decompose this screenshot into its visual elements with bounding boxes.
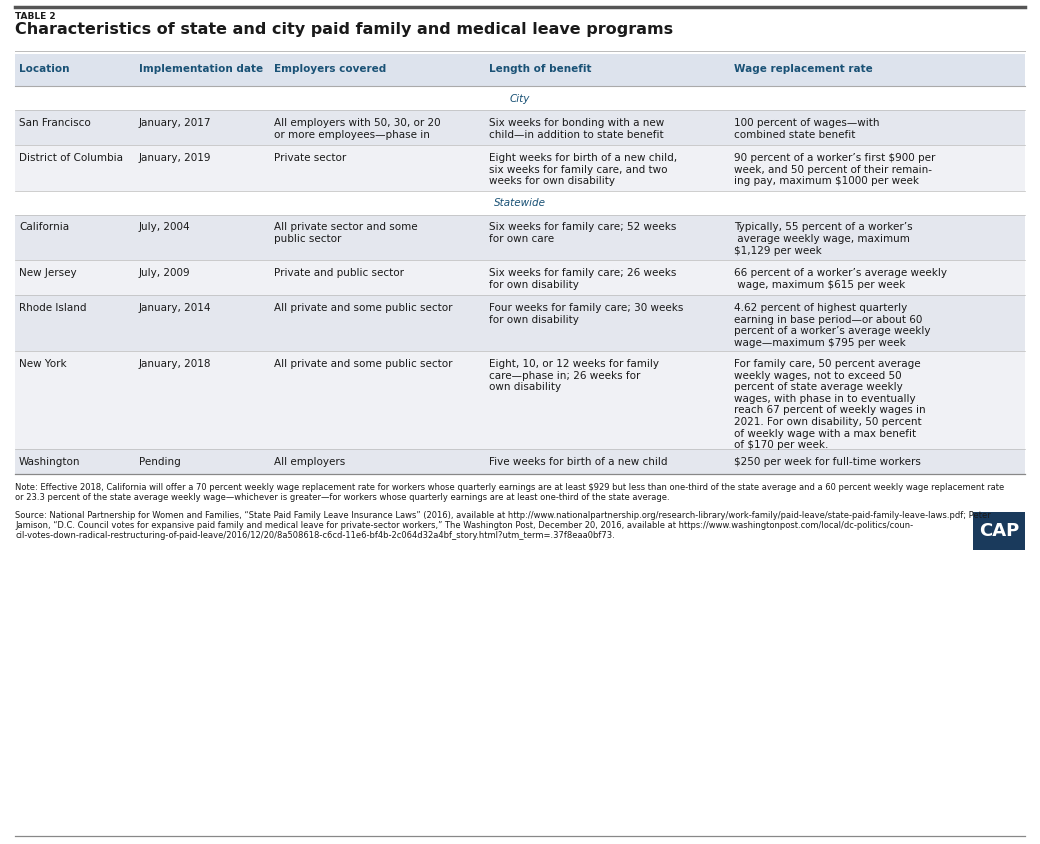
Text: All employers with 50, 30, or 20
or more employees—phase in: All employers with 50, 30, or 20 or more… <box>274 118 441 139</box>
Text: New Jersey: New Jersey <box>19 268 77 278</box>
Text: Eight weeks for birth of a new child,
six weeks for family care, and two
weeks f: Eight weeks for birth of a new child, si… <box>489 153 677 186</box>
Text: July, 2004: July, 2004 <box>139 222 190 232</box>
Text: San Francisco: San Francisco <box>19 118 90 127</box>
Text: Washington: Washington <box>19 457 80 467</box>
Text: 100 percent of wages—with
combined state benefit: 100 percent of wages—with combined state… <box>734 118 880 139</box>
Text: City: City <box>510 94 530 104</box>
Bar <box>15 352 1025 450</box>
Text: Six weeks for family care; 52 weeks
for own care: Six weeks for family care; 52 weeks for … <box>489 222 676 244</box>
Text: All private and some public sector: All private and some public sector <box>274 359 452 369</box>
Text: Note: Effective 2018, California will offer a 70 percent weekly wage replacement: Note: Effective 2018, California will of… <box>15 482 1005 501</box>
Text: $250 per week for full-time workers: $250 per week for full-time workers <box>734 457 920 467</box>
Text: All employers: All employers <box>274 457 345 467</box>
Text: TABLE 2: TABLE 2 <box>15 12 55 21</box>
Text: Pending: Pending <box>139 457 181 467</box>
Text: District of Columbia: District of Columbia <box>19 153 123 163</box>
Text: Private sector: Private sector <box>274 153 346 163</box>
Text: Eight, 10, or 12 weeks for family
care—phase in; 26 weeks for
own disability: Eight, 10, or 12 weeks for family care—p… <box>489 359 659 392</box>
Text: January, 2017: January, 2017 <box>139 118 211 127</box>
Text: Source: National Partnership for Women and Families, “State Paid Family Leave In: Source: National Partnership for Women a… <box>15 510 991 539</box>
Text: Length of benefit: Length of benefit <box>489 64 592 74</box>
Text: January, 2014: January, 2014 <box>139 303 211 312</box>
Bar <box>15 55 1025 87</box>
Text: New York: New York <box>19 359 67 369</box>
Text: Location: Location <box>19 64 70 74</box>
Text: January, 2019: January, 2019 <box>139 153 211 163</box>
Bar <box>15 87 1025 111</box>
Text: Implementation date: Implementation date <box>139 64 263 74</box>
Bar <box>15 450 1025 474</box>
Text: Five weeks for birth of a new child: Five weeks for birth of a new child <box>489 457 668 467</box>
Text: Wage replacement rate: Wage replacement rate <box>734 64 873 74</box>
Text: July, 2009: July, 2009 <box>139 268 190 278</box>
Bar <box>15 261 1025 295</box>
Bar <box>15 215 1025 261</box>
Text: For family care, 50 percent average
weekly wages, not to exceed 50
percent of st: For family care, 50 percent average week… <box>734 359 926 450</box>
Text: Private and public sector: Private and public sector <box>274 268 404 278</box>
Text: California: California <box>19 222 69 232</box>
Text: All private sector and some
public sector: All private sector and some public secto… <box>274 222 418 244</box>
Text: All private and some public sector: All private and some public sector <box>274 303 452 312</box>
Text: Typically, 55 percent of a worker’s
 average weekly wage, maximum
$1,129 per wee: Typically, 55 percent of a worker’s aver… <box>734 222 913 256</box>
Bar <box>973 512 1025 549</box>
Bar <box>15 192 1025 215</box>
Text: Six weeks for family care; 26 weeks
for own disability: Six weeks for family care; 26 weeks for … <box>489 268 676 289</box>
Text: Six weeks for bonding with a new
child—in addition to state benefit: Six weeks for bonding with a new child—i… <box>489 118 665 139</box>
Text: 4.62 percent of highest quarterly
earning in base period—or about 60
percent of : 4.62 percent of highest quarterly earnin… <box>734 303 931 348</box>
Text: Employers covered: Employers covered <box>274 64 386 74</box>
Bar <box>15 111 1025 146</box>
Text: CAP: CAP <box>979 522 1019 540</box>
Text: Four weeks for family care; 30 weeks
for own disability: Four weeks for family care; 30 weeks for… <box>489 303 683 324</box>
Text: January, 2018: January, 2018 <box>139 359 211 369</box>
Text: Characteristics of state and city paid family and medical leave programs: Characteristics of state and city paid f… <box>15 22 673 37</box>
Text: Statewide: Statewide <box>494 198 546 208</box>
Bar <box>15 146 1025 192</box>
Bar <box>15 295 1025 352</box>
Text: 66 percent of a worker’s average weekly
 wage, maximum $615 per week: 66 percent of a worker’s average weekly … <box>734 268 947 289</box>
Text: 90 percent of a worker’s first $900 per
week, and 50 percent of their remain-
in: 90 percent of a worker’s first $900 per … <box>734 153 935 186</box>
Text: Rhode Island: Rhode Island <box>19 303 86 312</box>
